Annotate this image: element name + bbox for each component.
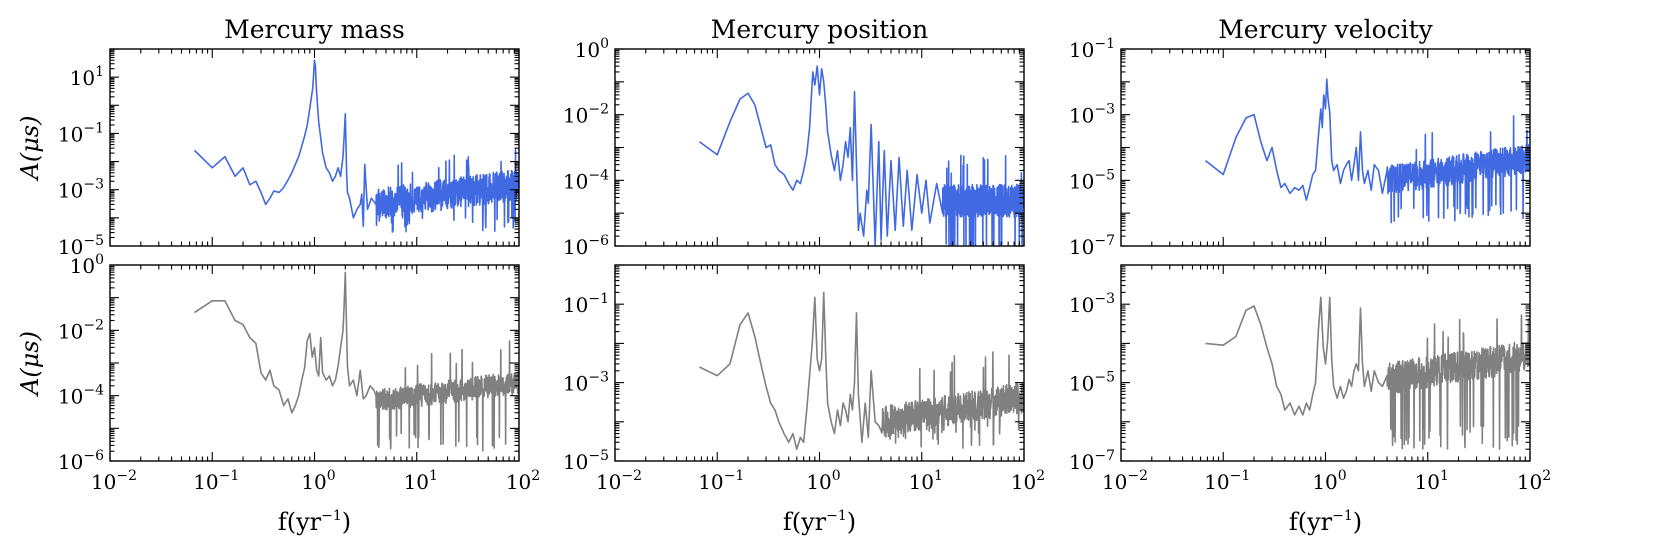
y-tick-label: 10−6 [563,233,609,259]
y-tick-label: 10−1 [58,120,104,146]
panel-mercury-mass-bottom: 10−6 10−4 10−2 100 10−2 10−1 100 101 102 A(μs) f(y… [16,252,540,536]
panel-mercury-velocity-top: 10−7 10−5 10−3 10−1 Mercury velocity [1069,15,1531,259]
panel-mercury-velocity-bottom: 10−7 10−5 10−3 10−2 10−1 100 101 102 f(yr−1) [1069,264,1551,536]
y-tick-label: 100 [575,36,609,62]
chart-title: Mercury mass [224,15,405,44]
x-tick-label: 100 [806,468,840,494]
x-tick-label: 100 [301,468,335,494]
panel-mercury-position-top: 10−6 10−4 10−2 100 Mercury position [563,15,1025,259]
y-tick-label: 10−1 [563,291,609,317]
x-tick-label: 101 [404,468,438,494]
y-tick-label: 101 [70,64,104,90]
x-tick-label: 10−2 [1102,468,1148,494]
x-tick-label: 10−1 [1204,468,1250,494]
y-tick-label: 10−6 [58,448,104,474]
y-axis-label: A(μs) [16,116,44,182]
series-line-pos-top [698,65,1024,246]
chart-title: Mercury position [711,15,929,44]
y-tick-label: 100 [70,252,104,278]
y-axis-label: A(μs) [16,331,44,397]
y-tick-label: 10−7 [1069,233,1115,259]
y-tick-label: 10−4 [563,167,609,193]
axes-frame [614,48,1025,247]
x-tick-label: 100 [1312,468,1346,494]
series-line-mass-bottom [194,271,519,452]
series-line-mass-top [193,59,519,233]
y-tick-label: 10−5 [58,233,104,259]
y-tick-label: 10−5 [1069,167,1115,193]
axes-frame [109,48,520,247]
y-tick-label: 10−4 [58,383,104,409]
chart-title: Mercury velocity [1218,15,1433,44]
x-tick-label: 102 [506,468,540,494]
y-tick-label: 10−2 [563,102,609,128]
y-tick-label: 10−3 [1069,291,1115,317]
x-tick-label: 102 [1517,468,1551,494]
x-tick-label: 102 [1011,468,1045,494]
y-tick-label: 10−3 [1069,102,1115,128]
y-tick-label: 10−2 [58,317,104,343]
panel-mercury-mass-top: 10−5 10−3 10−1 101 Mercury mass A(μs) [16,15,520,259]
panel-mercury-position-bottom: 10−5 10−3 10−1 10−2 10−1 100 101 102 f(yr−1) [563,264,1045,536]
x-axis-label: f(yr−1) [783,508,856,536]
y-tick-label: 10−5 [563,448,609,474]
y-tick-label: 10−3 [58,177,104,203]
y-tick-label: 10−7 [1069,448,1115,474]
y-tick-label: 10−5 [1069,370,1115,396]
y-tick-label: 10−1 [1069,36,1115,62]
x-tick-label: 101 [909,468,943,494]
x-tick-label: 10−2 [596,468,642,494]
series-line-vel-bottom [1205,296,1530,450]
x-axis-label: f(yr−1) [1289,508,1362,536]
axes-frame [109,264,520,462]
series-line-pos-bottom [699,291,1024,450]
series-line-vel-top [1204,78,1530,224]
x-axis-label: f(yr−1) [278,508,351,536]
x-tick-label: 10−2 [91,468,137,494]
x-tick-label: 10−1 [698,468,744,494]
y-tick-label: 10−3 [563,370,609,396]
x-tick-label: 101 [1415,468,1449,494]
x-tick-label: 10−1 [193,468,239,494]
